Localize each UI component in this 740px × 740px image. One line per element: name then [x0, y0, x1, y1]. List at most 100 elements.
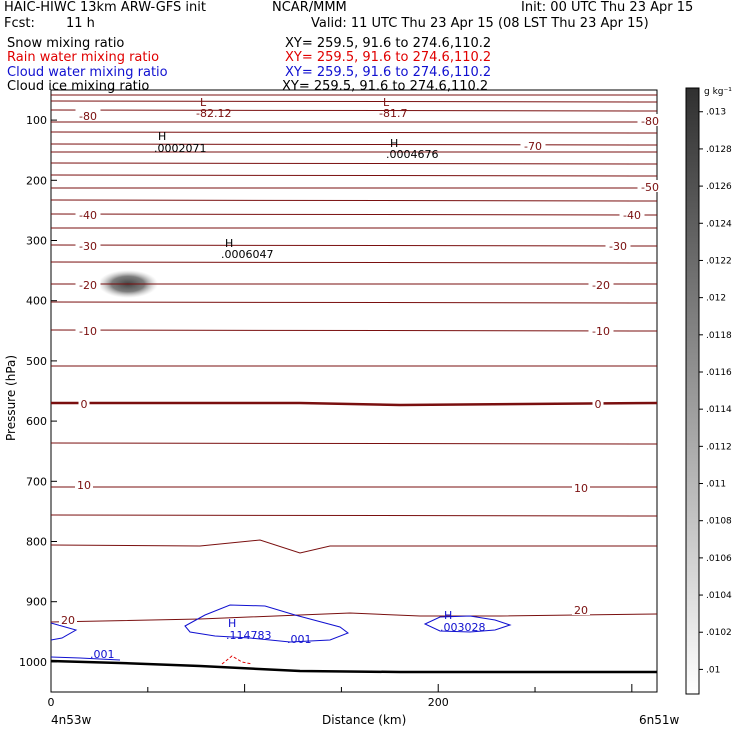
colorbar-label: .011: [706, 480, 726, 490]
low-label-2: L: [383, 96, 390, 109]
model-title: HAIC-HIWC 13km ARW-GFS init: [4, 0, 206, 15]
rain-contour: [221, 655, 253, 665]
y-tick-label: 900: [26, 596, 47, 609]
colorbar-label: .01: [706, 665, 720, 675]
temperature-label: 0: [81, 398, 88, 411]
temperature-label-bg: [75, 208, 101, 220]
left-endpoint-label: 4n53w: [51, 713, 92, 727]
temperature-label: -40: [79, 209, 97, 222]
colorbar-label: .0104: [706, 591, 732, 601]
temperature-label-bg: [75, 324, 101, 336]
colorbar-label: .0118: [706, 331, 732, 341]
temperature-label: -80: [79, 110, 97, 123]
temperature-contour-line: [50, 329, 658, 332]
colorbar-label: .0106: [706, 554, 732, 564]
y-tick-label: 300: [26, 235, 47, 248]
low-value-1: -82.12: [196, 107, 231, 120]
org-label: NCAR/MMM: [272, 0, 347, 15]
low-label-1: L: [200, 96, 207, 109]
temperature-contour-line: [50, 261, 658, 264]
temperature-label: -50: [641, 181, 659, 194]
colorbar-label: .0108: [706, 517, 732, 527]
temperature-label-bg: [572, 603, 590, 615]
y-tick-label: 800: [26, 536, 47, 549]
temperature-contour-line: [50, 514, 658, 517]
temperature-label: -10: [592, 325, 610, 338]
temperature-label-bg: [637, 180, 663, 192]
colorbar-label: .0124: [706, 219, 732, 229]
temperature-contour-line: [50, 174, 658, 177]
temperature-label-bg: [75, 239, 101, 251]
temperature-contour-line: [50, 539, 657, 554]
fcst-label: Fcst:: [4, 16, 35, 31]
y-tick-label: 100: [26, 114, 47, 127]
x-axis-title: Distance (km): [322, 713, 406, 727]
cloud-water-contour-surface: [50, 656, 121, 661]
temperature-label: -30: [79, 240, 97, 253]
temperature-label-bg: [619, 208, 645, 220]
x-axis: 0 200: [48, 684, 633, 709]
temperature-contour-line: [50, 442, 658, 445]
plot-frame: [50, 89, 658, 693]
temperature-label: -80: [641, 115, 659, 128]
y-axis-title: Pressure (hPa): [4, 355, 18, 441]
y-axis: 100 200 300 400 500 600 700 800 900 1000: [19, 114, 57, 669]
high-value-2: .0004676: [386, 148, 439, 161]
valid-time: Valid: 11 UTC Thu 23 Apr 15 (08 LST Thu …: [311, 16, 649, 31]
cloud-water-contour-center: [184, 604, 350, 643]
colorbar-label: .0122: [706, 256, 732, 266]
temperature-contour-line: [50, 162, 658, 165]
high-value-3: .0006047: [221, 248, 274, 261]
temperature-label: -30: [609, 240, 627, 253]
y-tick-label: 600: [26, 415, 47, 428]
high-label-1: H: [158, 130, 166, 143]
temperature-label-bg: [520, 139, 546, 151]
high-label-3: H: [225, 237, 233, 250]
colorbar-scale: [685, 87, 700, 695]
field-snow-name: Snow mixing ratio: [7, 36, 125, 51]
temperature-label: 10: [574, 482, 588, 495]
cloud-water-contour-right: [423, 615, 512, 633]
temperature-label-bg: [78, 397, 90, 409]
cloud-water-label-1: .001: [287, 633, 312, 646]
temperature-label: 20: [574, 604, 588, 617]
temperature-contour-line: [50, 109, 658, 112]
field-cloudwater-name: Cloud water mixing ratio: [7, 65, 168, 80]
terrain-line: [50, 659, 657, 674]
temperature-contours: [50, 94, 658, 623]
y-tick-label: 1000: [19, 656, 47, 669]
colorbar: g kg⁻¹ .01 .0102 .0104 .0106 .0108 .011 .0112.…: [685, 87, 732, 695]
temperature-label-bg: [572, 481, 590, 493]
temperature-contour-line: [50, 143, 658, 146]
temperature-label: -20: [592, 279, 610, 292]
x-tick-label: 200: [428, 696, 449, 709]
temperature-label: 10: [77, 479, 91, 492]
colorbar-label: .0126: [706, 182, 732, 192]
temperature-label: -70: [524, 140, 542, 153]
temperature-contour-line: [50, 612, 658, 623]
temperature-contour-line: [50, 131, 658, 134]
field-snow-xy: XY= 259.5, 91.6 to 274.6,110.2: [285, 36, 492, 51]
cloud-water-label-2: .001: [90, 648, 115, 661]
field-cloudwater-xy: XY= 259.5, 91.6 to 274.6,110.2: [285, 65, 492, 80]
high-label-2: H: [390, 137, 398, 150]
temperature-label: -10: [79, 325, 97, 338]
temperature-label: -20: [79, 279, 97, 292]
temperature-label-bg: [75, 109, 101, 121]
field-rain-name: Rain water mixing ratio: [7, 50, 160, 65]
temperature-label: 0: [595, 398, 602, 411]
y-tick-label: 700: [26, 475, 47, 488]
y-tick-label: 400: [26, 295, 47, 308]
colorbar-unit: g kg⁻¹: [704, 87, 732, 97]
cloud-water-contour-left: [50, 622, 78, 641]
field-rain-xy: XY= 259.5, 91.6 to 274.6,110.2: [285, 50, 492, 65]
temperature-contour-line: [50, 213, 658, 216]
high-label-4: H: [228, 617, 236, 630]
temperature-label: 20: [61, 614, 75, 627]
temperature-label-bg: [637, 114, 663, 126]
temperature-contour-line: [50, 100, 658, 103]
high-value-1: .0002071: [154, 142, 207, 155]
colorbar-label: .0112: [706, 442, 732, 452]
y-tick-label: 500: [26, 355, 47, 368]
